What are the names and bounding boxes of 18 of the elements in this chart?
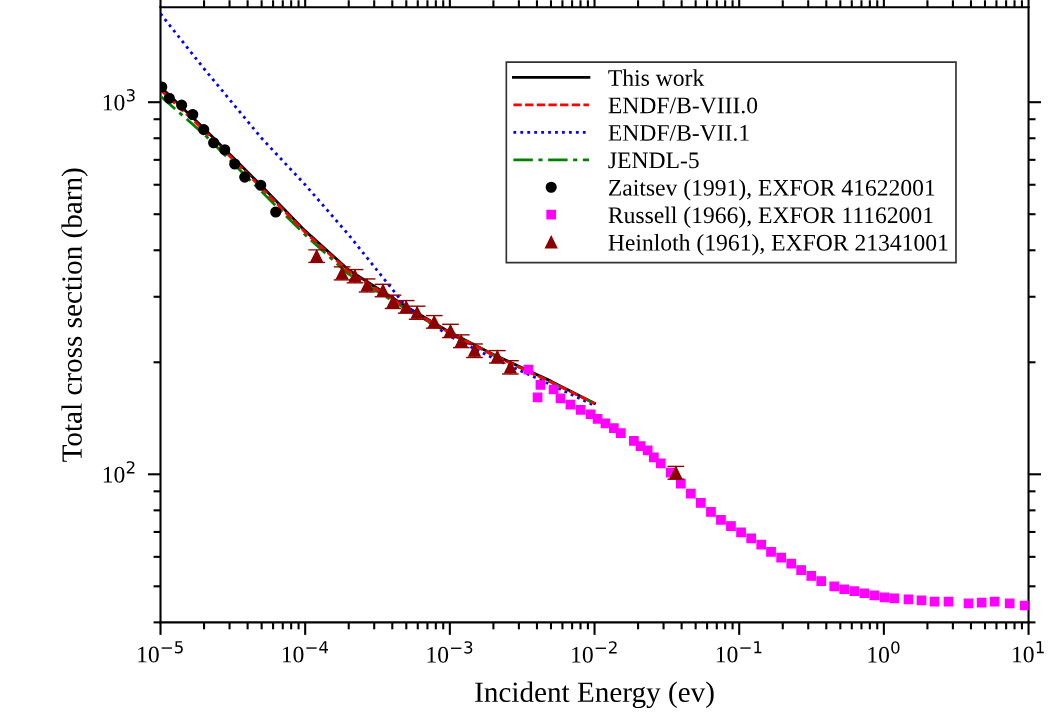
legend-label: JENDL-5 [608, 152, 699, 169]
x-tick-label: 10$^{1}$ [1013, 641, 1044, 663]
legend-label: ENDF/B-VII.1 [608, 125, 749, 141]
legend-label: Russell (1966), EXFOR 11162001 [608, 206, 933, 229]
x-axis-title: Incident Energy (ev) [475, 681, 714, 709]
y-tick-label: 10$^{2}$ [103, 461, 135, 483]
y-tick-label: 10$^{3}$ [103, 89, 135, 111]
x-tick-label: 10$^{−2}$ [572, 641, 617, 663]
legend-label: This work [608, 69, 705, 86]
legend-label: Zaitsev (1991), EXFOR 41622001 [608, 179, 935, 201]
legend-label: ENDF/B-VIII.0 [608, 97, 758, 114]
legend-label: Heinloth (1961), EXFOR 21341001 [608, 234, 948, 256]
y-axis-title: Total cross section (barn) [61, 168, 88, 462]
x-tick-label: 10$^{−5}$ [138, 641, 183, 663]
x-tick-label: 10$^{−1}$ [716, 641, 762, 663]
x-tick-label: 10$^{−4}$ [282, 641, 329, 663]
x-tick-label: 10$^{0}$ [868, 641, 900, 663]
x-tick-label: 10$^{−3}$ [427, 641, 473, 663]
